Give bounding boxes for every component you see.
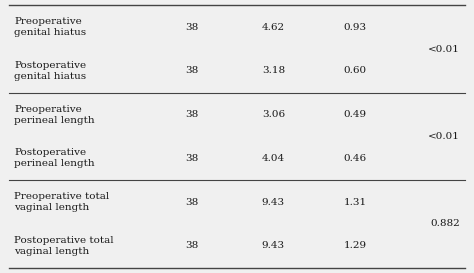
Text: 9.43: 9.43 [262,198,285,206]
Text: 38: 38 [185,67,198,75]
Text: <0.01: <0.01 [428,132,460,141]
Text: 38: 38 [185,241,198,250]
Text: 0.60: 0.60 [344,67,367,75]
Text: Preoperative
perineal length: Preoperative perineal length [14,105,95,125]
Text: <0.01: <0.01 [428,45,460,54]
Text: 38: 38 [185,23,198,32]
Text: 38: 38 [185,198,198,206]
Text: Postoperative
genital hiatus: Postoperative genital hiatus [14,61,86,81]
Text: 0.49: 0.49 [344,110,367,119]
Text: 3.06: 3.06 [262,110,285,119]
Text: 3.18: 3.18 [262,67,285,75]
Text: 9.43: 9.43 [262,241,285,250]
Text: 0.93: 0.93 [344,23,367,32]
Text: Preoperative total
vaginal length: Preoperative total vaginal length [14,192,109,212]
Text: 4.04: 4.04 [262,154,285,163]
Text: 0.46: 0.46 [344,154,367,163]
Text: 4.62: 4.62 [262,23,285,32]
Text: Postoperative total
vaginal length: Postoperative total vaginal length [14,236,114,256]
Text: Postoperative
perineal length: Postoperative perineal length [14,148,95,168]
Text: 38: 38 [185,154,198,163]
Text: 0.882: 0.882 [430,219,460,228]
Text: Preoperative
genital hiatus: Preoperative genital hiatus [14,17,86,37]
Text: 1.29: 1.29 [344,241,367,250]
Text: 38: 38 [185,110,198,119]
Text: 1.31: 1.31 [344,198,367,206]
